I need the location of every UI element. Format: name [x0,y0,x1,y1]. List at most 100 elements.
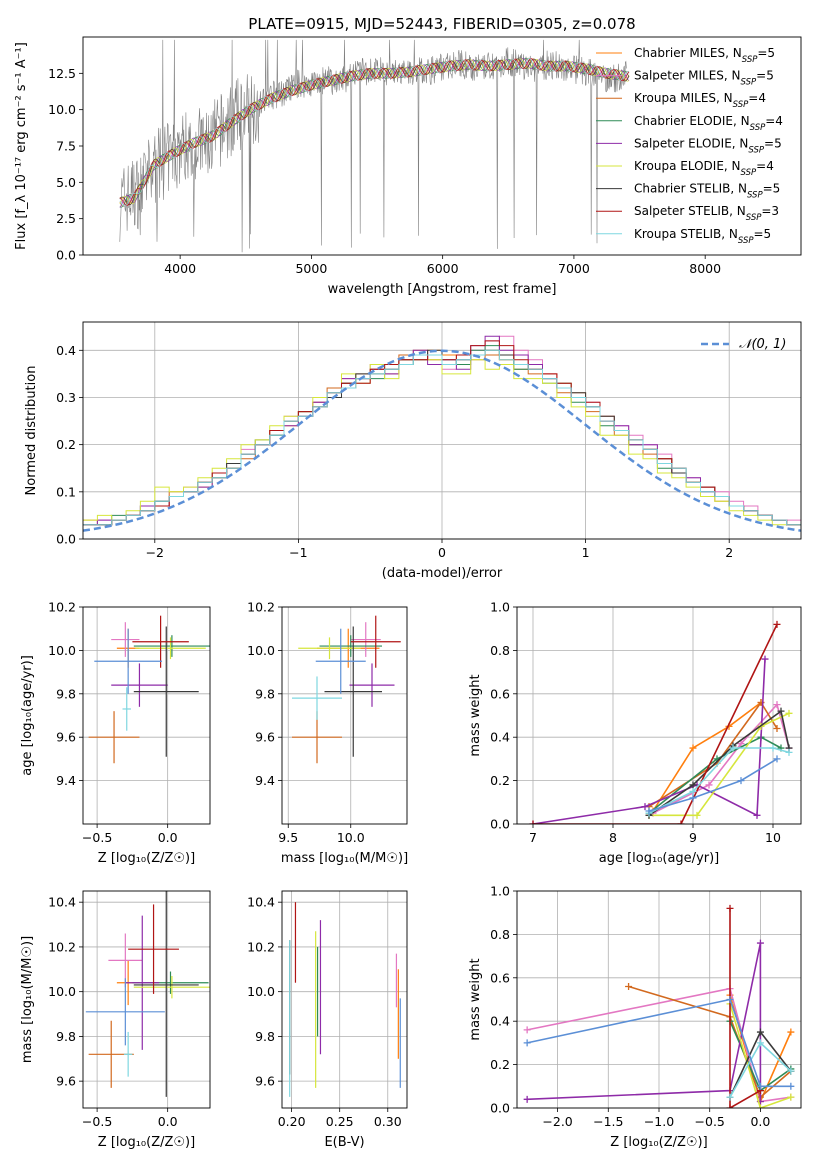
y-tick-label: 9.6 [255,730,275,745]
y-axis-label: mass weight [468,674,483,756]
weight-series-line [729,908,761,1108]
axes-frame [281,606,408,825]
weight-point-marker [677,820,685,824]
x-tick-label: 7000 [558,261,590,276]
legend-label-sub: SSP [746,213,762,223]
axes-frame [281,890,408,1109]
weight-point-marker [756,1028,764,1036]
weight-point-marker [777,707,785,715]
weight-point-marker [787,1093,795,1101]
legend-label-prefix: Chabrier MILES, N [634,46,742,60]
axes-frame [82,321,802,540]
y-tick-label: 0.4 [490,730,510,745]
axes-spectrum: 4000 5000 6000 7000 8000 0.0 2.5 5.0 7.5 10.0 12.5… [14,15,802,297]
x-tick-label: −2.0 [542,1114,572,1129]
x-tick-label: 5000 [295,261,327,276]
legend-label-suffix: =5 [764,136,782,150]
plot-area [292,615,401,764]
legend-label: Kroupa STELIB, NSSP=5 [634,227,771,246]
weight-point-marker [761,655,769,663]
normal-curve-line [83,349,801,532]
legend-label-sub: SSP [741,168,757,178]
plot-area [529,620,793,824]
y-tick-label: 10.0 [48,643,76,658]
legend-label-sub: SSP [733,100,749,110]
legend-label-suffix: =5 [754,227,772,241]
plot-area [289,902,401,1097]
legend-label-sub: SSP [741,78,757,88]
x-tick-label: −1.0 [644,1114,674,1129]
plot-area [85,891,210,1097]
legend-label-suffix: =5 [757,46,775,60]
weight-point-marker [689,744,697,752]
y-tick-label: 10.2 [48,600,76,615]
legend-label-prefix: Kroupa MILES, N [634,91,733,105]
y-tick-label: 0.2 [490,1057,510,1072]
weight-point-marker [785,748,793,756]
y-tick-label: 0.0 [56,248,76,263]
x-tick-label: 0.0 [750,1114,770,1129]
legend-label-prefix: Salpeter STELIB, N [634,204,746,218]
y-tick-label: 7.5 [56,139,76,154]
legend-label-prefix: Kroupa STELIB, N [634,227,738,241]
x-axis-label: age [log₁₀(age/yr)] [599,851,720,866]
x-axis-label: wavelength [Angstrom, rest frame] [328,282,557,297]
weight-point-marker [769,744,777,752]
weight-point-marker [756,1039,764,1047]
y-tick-label: 9.6 [255,1074,275,1089]
spectrum-data-line [119,39,627,253]
y-tick-label: 0.4 [490,1014,510,1029]
plot-area [88,615,210,764]
weight-point-marker [529,820,537,824]
x-tick-label: 2 [725,545,733,560]
legend-label-prefix: Salpeter ELODIE, N [634,136,748,150]
legend-label: Chabrier MILES, NSSP=5 [634,46,775,65]
y-tick-label: 0.2 [56,437,76,452]
weight-point-marker [753,811,761,819]
legend-label-sub: SSP [738,236,754,246]
y-tick-label: 10.2 [247,600,275,615]
x-tick-label: 6000 [427,261,459,276]
weight-series-line [649,712,790,817]
y-tick-label: 9.8 [255,1029,275,1044]
weight-point-marker [737,740,745,748]
y-tick-label: 10.0 [247,984,275,999]
legend-label-prefix: Chabrier STELIB, N [634,182,747,196]
x-tick-label: −0.5 [82,830,112,845]
weight-point-marker [641,803,649,811]
y-axis-label: mass weight [468,958,483,1040]
x-tick-label: 0.20 [278,1114,306,1129]
legend-label: Salpeter MILES, NSSP=5 [634,69,774,88]
weight-series-line [648,758,778,812]
weight-series-line [652,701,762,812]
legend-label-sub: SSP [748,145,764,155]
legend-label: Salpeter ELODIE, NSSP=5 [634,136,782,155]
weight-point-marker [689,787,697,795]
legend-label-sub: SSP [750,123,766,133]
y-tick-label: 0.0 [56,532,76,547]
weight-point-marker [773,620,781,628]
axes-residuals: −2 −1 0 1 2 0.0 0.1 0.2 0.3 0.4 (data-model)/error… [24,321,802,581]
spectrum-model-line [119,58,630,205]
x-tick-label: 8000 [689,261,721,276]
y-tick-label: 0.8 [490,643,510,658]
x-tick-label: 0.30 [374,1114,402,1129]
legend-label-prefix: Salpeter MILES, N [634,69,741,83]
weight-point-marker [689,781,697,789]
y-tick-label: 9.8 [56,686,76,701]
y-axis-label: Flux [f_λ 10⁻¹⁷ erg cm⁻² s⁻¹ A⁻¹] [14,42,29,250]
x-tick-label: 10 [765,830,781,845]
legend-label-suffix: =4 [756,159,774,173]
axes-frame [516,890,802,1109]
spectrum-model-line [119,57,630,207]
x-tick-label: 0.0 [158,830,178,845]
y-tick-label: 9.4 [255,773,275,788]
x-tick-label: −1.5 [593,1114,623,1129]
y-tick-label: 10.0 [247,643,275,658]
y-tick-label: 0.0 [490,1101,510,1116]
y-tick-label: 0.4 [56,343,76,358]
weight-point-marker [523,1095,531,1103]
plot-area [523,904,795,1108]
y-tick-label: 10.4 [247,895,275,910]
